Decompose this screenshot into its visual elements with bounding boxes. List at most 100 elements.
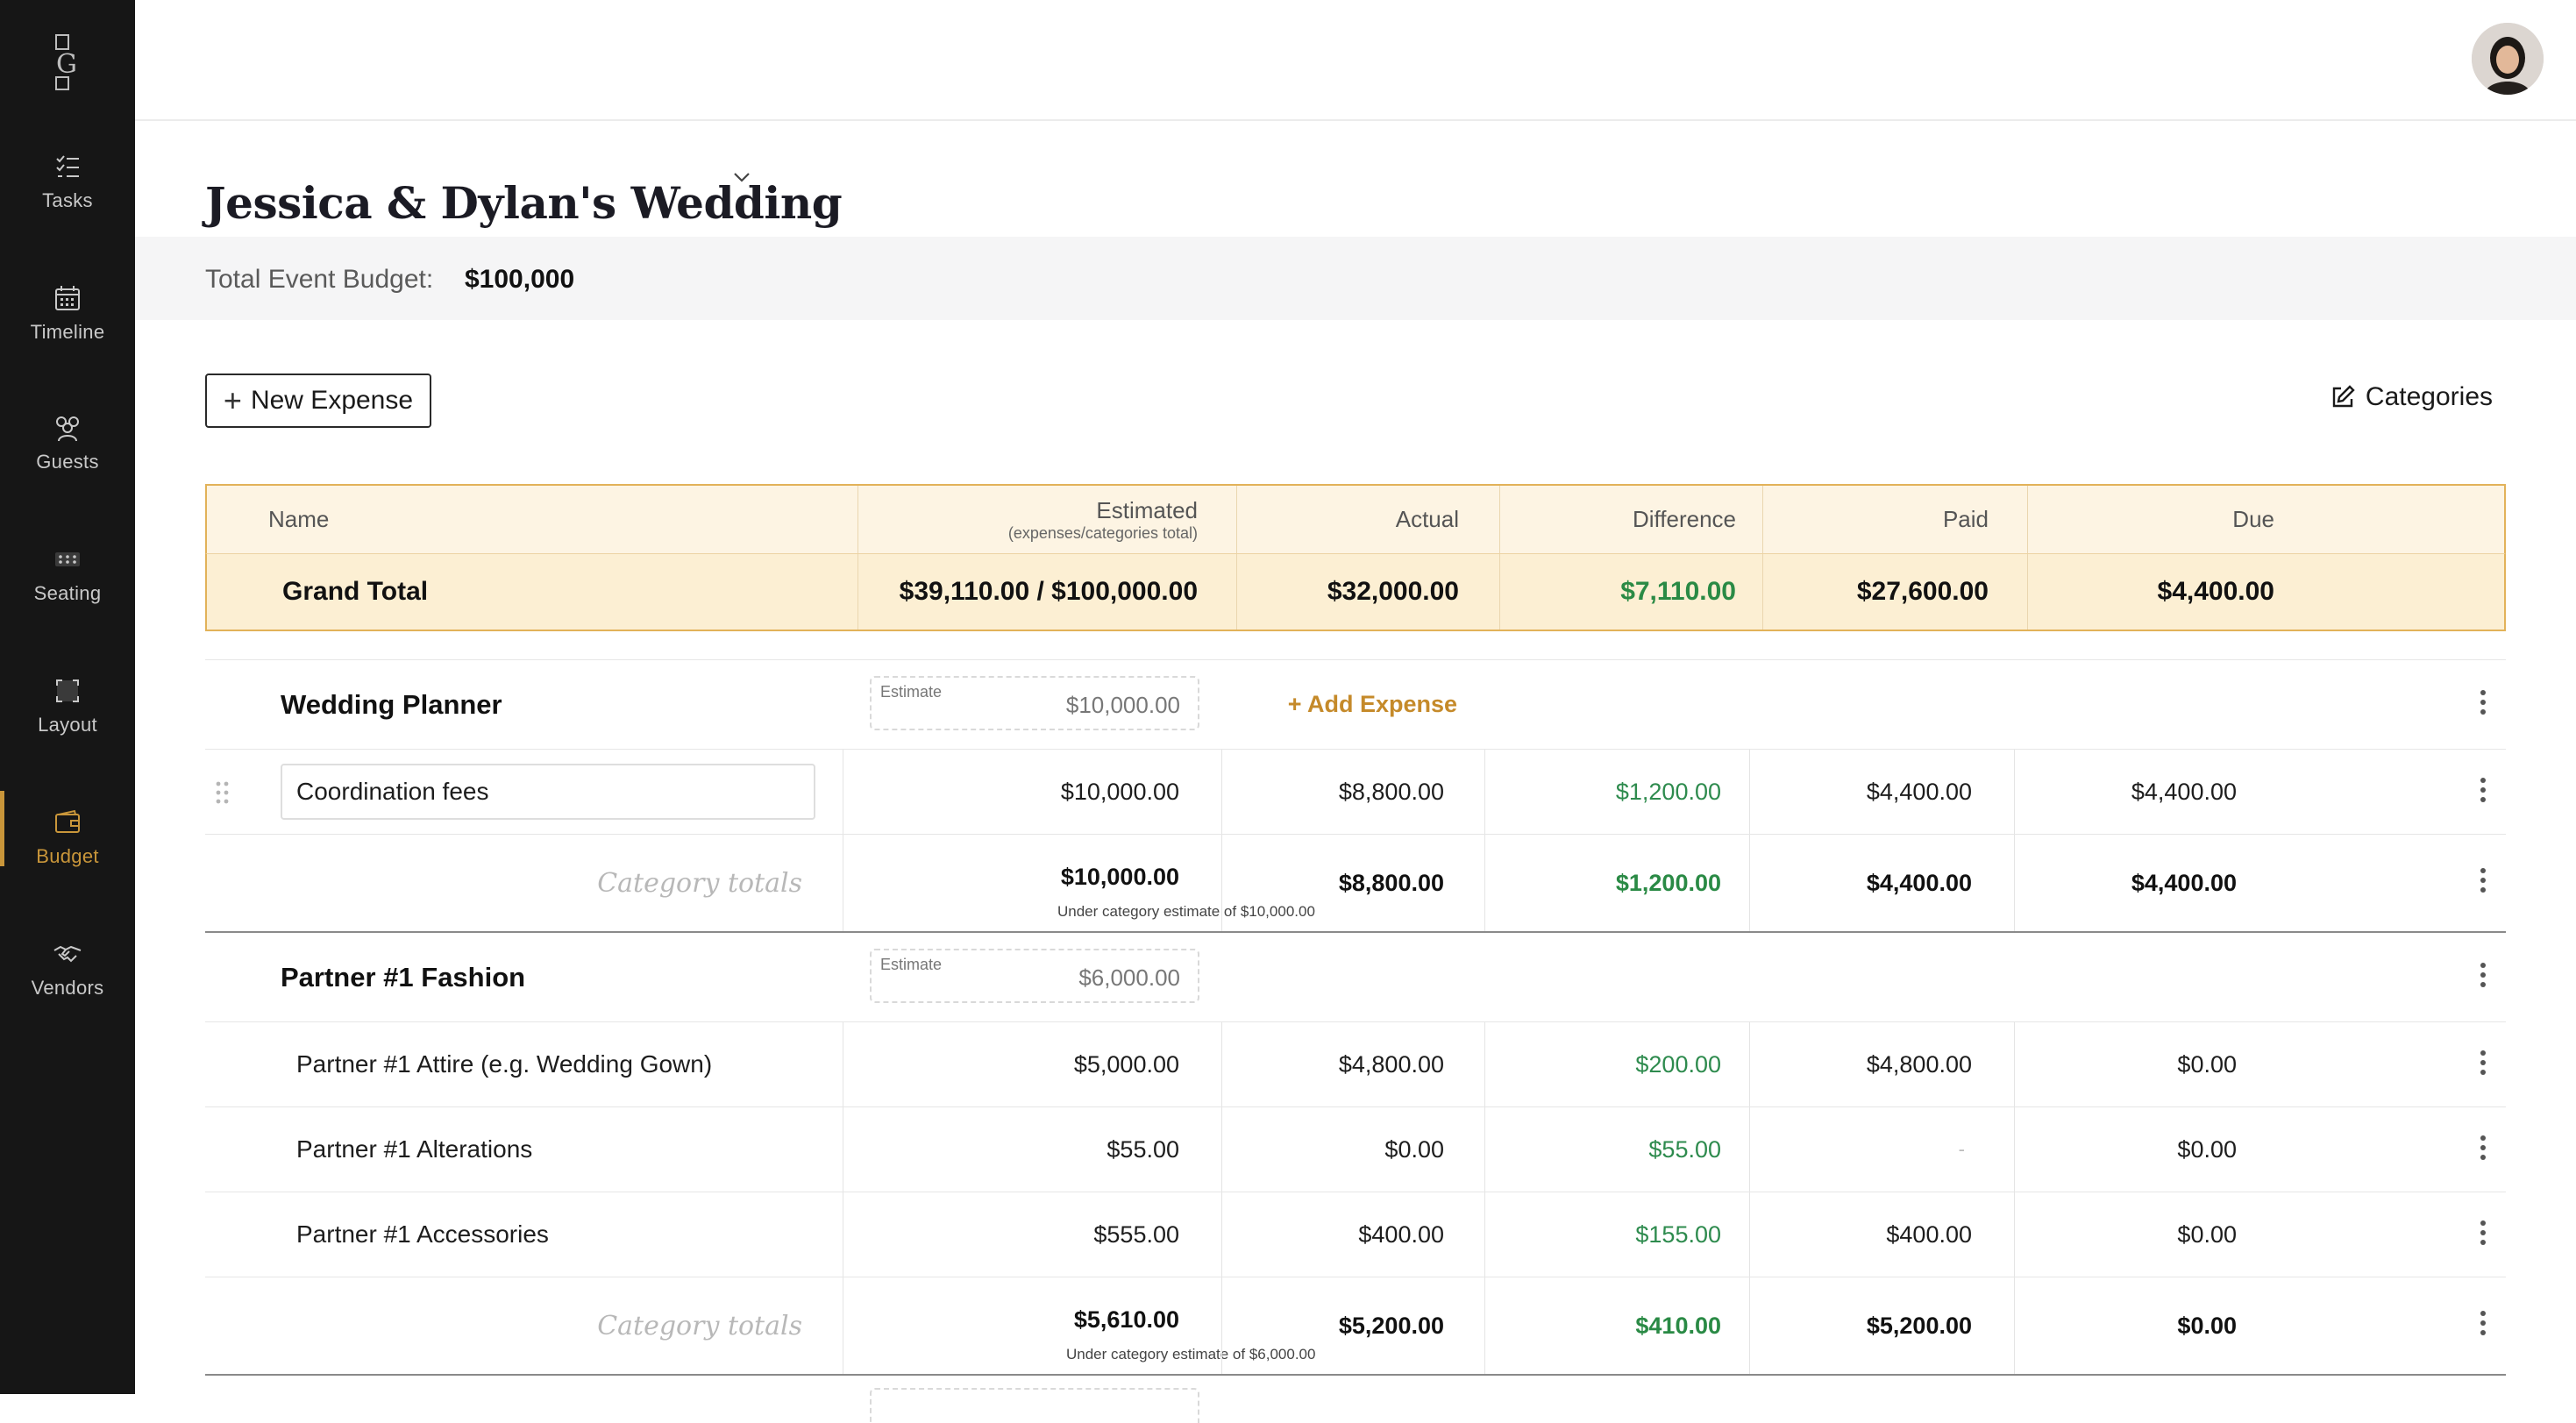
total-budget-bar: Total Event Budget: $100,000: [135, 237, 2576, 320]
category-totals-actual: $5,200.00: [1338, 1312, 1444, 1339]
category-name[interactable]: Partner #1 Fashion: [281, 961, 526, 993]
category-totals-estimated: $5,610.00: [1073, 1306, 1179, 1333]
user-avatar[interactable]: [2472, 23, 2544, 95]
category-totals-due: $0.00: [2177, 1312, 2237, 1339]
expense-difference: $200.00: [1635, 1050, 1721, 1078]
more-options-icon[interactable]: [2480, 1050, 2487, 1080]
total-budget-value[interactable]: $100,000: [465, 265, 575, 294]
col-header-difference[interactable]: Difference: [1632, 506, 1736, 532]
expense-row: Coordination fees $10,000.00 $8,800.00 $…: [205, 750, 2506, 835]
category-estimate-field[interactable]: [870, 1388, 1199, 1423]
tasks-icon: [56, 155, 79, 177]
expense-name-input[interactable]: Coordination fees: [281, 764, 815, 820]
nav-item-budget[interactable]: Budget: [0, 791, 135, 894]
expense-difference: $155.00: [1635, 1220, 1721, 1248]
grand-total-actual: $32,000.00: [1327, 577, 1459, 606]
expense-difference: $1,200.00: [1615, 778, 1721, 805]
expense-paid[interactable]: $4,800.00: [1866, 1050, 1972, 1078]
drag-handle-icon[interactable]: [214, 779, 231, 806]
col-header-actual[interactable]: Actual: [1395, 506, 1459, 532]
more-options-icon[interactable]: [2480, 1135, 2487, 1165]
col-header-name[interactable]: Name: [268, 506, 330, 532]
calendar-icon: [55, 286, 80, 310]
add-expense-link[interactable]: + Add Expense: [1287, 691, 1457, 717]
expense-estimated[interactable]: $10,000.00: [1060, 778, 1179, 805]
chevron-down-icon[interactable]: [729, 165, 754, 189]
more-options-icon[interactable]: [2480, 690, 2487, 720]
category-totals-difference: $410.00: [1635, 1312, 1721, 1339]
next-category-partial: [205, 1376, 2506, 1423]
nav-label: Guests: [36, 451, 99, 473]
estimate-label: Estimate: [880, 956, 943, 973]
expense-row: Partner #1 Attire (e.g. Wedding Gown) $5…: [205, 1022, 2506, 1107]
nav-item-seating[interactable]: Seating: [0, 544, 135, 631]
expense-actual[interactable]: $4,800.00: [1338, 1050, 1444, 1078]
expense-name[interactable]: Partner #1 Alterations: [296, 1135, 533, 1163]
estimate-value: $10,000.00: [1065, 692, 1180, 718]
expense-name[interactable]: Partner #1 Attire (e.g. Wedding Gown): [296, 1050, 713, 1078]
nav-item-timeline[interactable]: Timeline: [0, 282, 135, 370]
col-header-due[interactable]: Due: [2232, 506, 2274, 532]
category-totals-row: Category totals $5,610.00 Under category…: [205, 1277, 2506, 1376]
expense-name[interactable]: Partner #1 Accessories: [296, 1220, 549, 1248]
expense-estimated[interactable]: $5,000.00: [1073, 1050, 1179, 1078]
estimate-value: $6,000.00: [1078, 964, 1180, 991]
nav-item-tasks[interactable]: Tasks: [0, 151, 135, 238]
avatar-image: [2472, 23, 2544, 95]
expense-due: $0.00: [2177, 1220, 2237, 1248]
grand-total-estimated: $39,110.00 / $100,000.00: [899, 577, 1198, 606]
svg-text:G: G: [56, 49, 77, 80]
category-estimate-field[interactable]: Estimate $10,000.00: [870, 676, 1199, 730]
more-options-icon[interactable]: [2480, 778, 2487, 808]
nav-label: Seating: [33, 582, 102, 604]
expense-paid[interactable]: $4,400.00: [1866, 778, 1972, 805]
nav-label: Budget: [36, 845, 99, 867]
new-expense-label: New Expense: [250, 386, 414, 415]
app-logo[interactable]: G: [53, 32, 81, 93]
event-title: Jessica & Dylan's Wedding: [205, 176, 843, 229]
seating-icon: [55, 552, 80, 566]
expense-due: $0.00: [2177, 1050, 2237, 1078]
expense-actual[interactable]: $8,800.00: [1338, 778, 1444, 805]
nav-label: Layout: [38, 714, 97, 736]
estimated-header-label: Estimated: [1096, 496, 1198, 523]
category-totals-label: Category totals: [597, 1310, 802, 1341]
handshake-icon: [53, 945, 82, 963]
expense-row: Partner #1 Alterations $55.00 $0.00 $55.…: [205, 1107, 2506, 1192]
budget-table: Name Estimated (expenses/categories tota…: [205, 484, 2506, 1423]
expense-paid[interactable]: -: [1958, 1138, 1965, 1160]
expense-actual[interactable]: $400.00: [1358, 1220, 1444, 1248]
more-options-icon[interactable]: [2480, 1220, 2487, 1250]
layout-icon: [56, 679, 79, 702]
expense-estimated[interactable]: $555.00: [1093, 1220, 1179, 1248]
more-options-icon[interactable]: [2480, 868, 2487, 898]
categories-label: Categories: [2365, 382, 2493, 411]
more-options-icon[interactable]: [2480, 963, 2487, 993]
total-budget-label: Total Event Budget:: [205, 265, 434, 294]
new-expense-button[interactable]: + New Expense: [205, 374, 431, 428]
top-bar: [135, 0, 2576, 121]
grand-total-due: $4,400.00: [2157, 577, 2274, 606]
expense-row: Partner #1 Accessories $555.00 $400.00 $…: [205, 1192, 2506, 1277]
grand-total-difference: $7,110.00: [1620, 577, 1736, 606]
more-options-icon[interactable]: [2480, 1311, 2487, 1341]
nav-item-layout[interactable]: Layout: [0, 675, 135, 763]
category-name[interactable]: Wedding Planner: [281, 688, 502, 720]
col-header-paid[interactable]: Paid: [1942, 506, 1989, 532]
grand-total-row: Grand Total $39,110.00 / $100,000.00 $32…: [205, 554, 2506, 631]
sidebar: G Tasks Timeline Guests: [0, 0, 135, 1394]
category-totals-estimated: $10,000.00: [1060, 863, 1179, 890]
grand-total-paid: $27,600.00: [1856, 577, 1989, 606]
estimated-header-sublabel: (expenses/categories total): [1007, 523, 1198, 542]
category-totals-due: $4,400.00: [2131, 869, 2237, 896]
expense-paid[interactable]: $400.00: [1886, 1220, 1972, 1248]
nav-item-vendors[interactable]: Vendors: [0, 938, 135, 1026]
col-header-estimated[interactable]: Estimated (expenses/categories total): [857, 486, 1236, 553]
under-estimate-note: Under category estimate of $6,000.00: [1066, 1346, 1316, 1363]
nav-item-guests[interactable]: Guests: [0, 412, 135, 500]
category-totals-difference: $1,200.00: [1615, 869, 1721, 896]
expense-estimated[interactable]: $55.00: [1107, 1135, 1179, 1163]
categories-button[interactable]: Categories: [2329, 382, 2493, 412]
expense-actual[interactable]: $0.00: [1384, 1135, 1444, 1163]
category-estimate-field[interactable]: Estimate $6,000.00: [870, 949, 1199, 1003]
